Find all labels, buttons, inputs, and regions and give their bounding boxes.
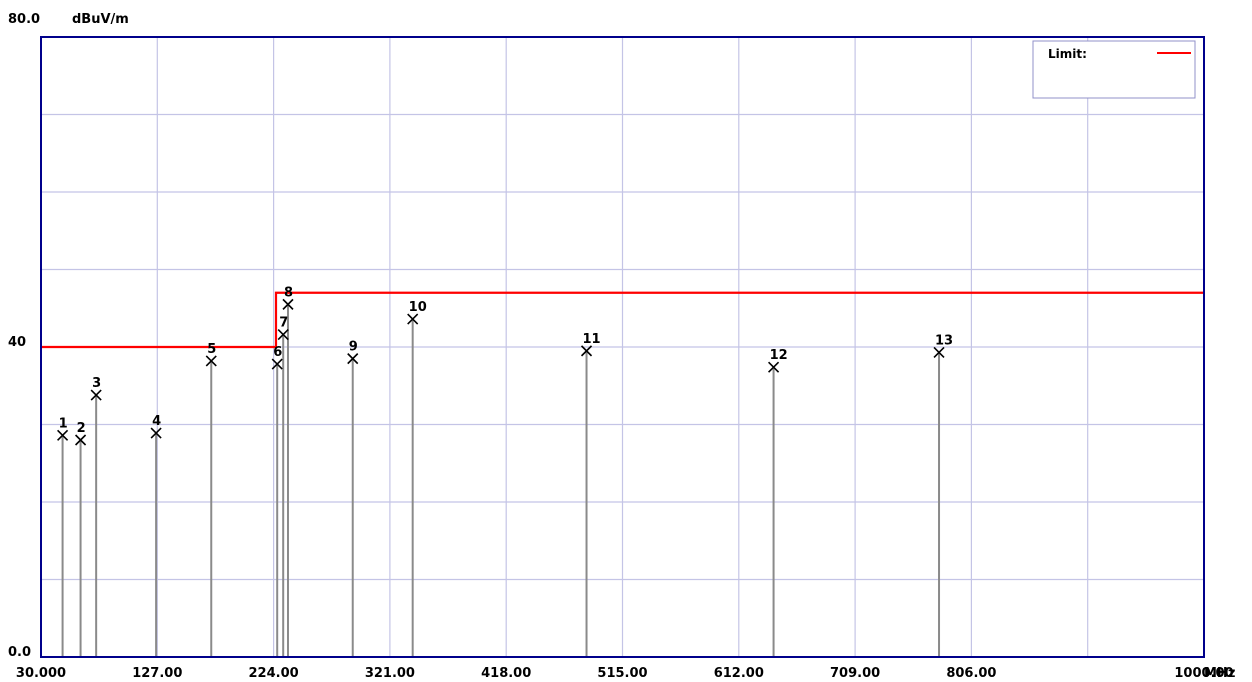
x-tick-label: 612.00 (714, 666, 764, 681)
marker-point (75, 434, 87, 446)
x-tick-label: 1000.00 (1174, 666, 1233, 681)
marker-point (580, 345, 593, 357)
x-tick-label: 224.00 (249, 666, 299, 681)
y-axis-unit: dBuV/m (72, 12, 129, 27)
marker-label: 13 (935, 333, 953, 348)
legend-limit-label: Limit: (1048, 47, 1087, 61)
marker-label: 9 (349, 340, 358, 355)
x-axis-unit: MHz (1204, 666, 1235, 681)
y-tick-label: 80.0 (8, 12, 40, 27)
x-tick-label: 127.00 (132, 666, 182, 681)
x-tick-label: 30.000 (16, 666, 66, 681)
legend-box (1032, 40, 1196, 99)
marker-label: 7 (279, 316, 288, 331)
marker-label: 12 (770, 348, 788, 363)
limit-line (41, 291, 1204, 349)
marker-point (205, 355, 217, 367)
marker-point (933, 346, 945, 358)
x-tick-label: 515.00 (597, 666, 647, 681)
marker-label: 3 (92, 376, 101, 391)
marker-label: 5 (207, 342, 216, 357)
x-tick-label: 418.00 (481, 666, 531, 681)
y-tick-label: 40 (8, 335, 26, 350)
marker-label: 8 (284, 285, 293, 300)
marker-point (57, 429, 69, 441)
marker-label: 10 (409, 300, 427, 315)
marker-point (90, 389, 102, 401)
y-tick-labels: 80.0 40 0.0 (8, 12, 40, 660)
marker-label: 4 (152, 414, 161, 429)
marker-point (277, 329, 289, 341)
marker-point (768, 361, 780, 373)
marker-label: 2 (77, 421, 86, 436)
marker-point (271, 358, 283, 370)
legend: Limit: (1032, 40, 1196, 99)
marker-label: 1 (59, 416, 68, 431)
marker-point (150, 427, 162, 439)
marker-label: 6 (273, 345, 282, 360)
grid-lines (41, 37, 1204, 657)
x-tick-labels: 30.000 127.00 224.00 321.00 418.00 515.00 612.… (16, 666, 1234, 681)
x-tick-label: 806.00 (946, 666, 996, 681)
x-tick-label: 321.00 (365, 666, 415, 681)
marker-point (282, 298, 294, 310)
marker-point (407, 313, 419, 325)
plot-frame (40, 36, 1205, 658)
x-tick-label: 709.00 (830, 666, 880, 681)
marker-point (347, 353, 359, 365)
y-tick-label: 0.0 (8, 645, 31, 660)
marker-stems (61, 304, 941, 657)
limit-line-group (41, 291, 1204, 349)
marker-label: 11 (583, 332, 601, 347)
